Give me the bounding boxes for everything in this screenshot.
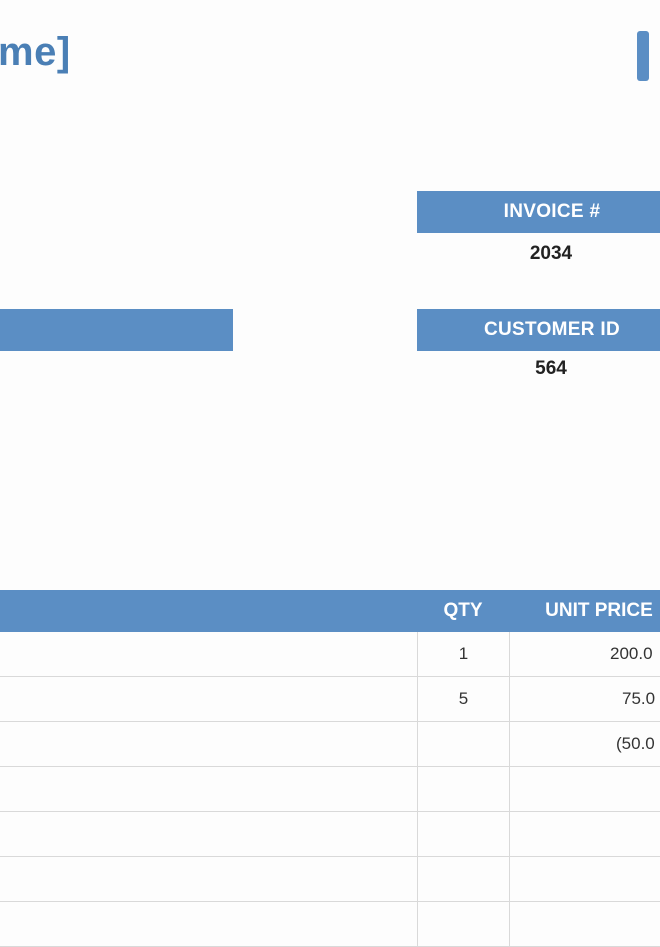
unit-price-cell[interactable] — [509, 812, 660, 856]
table-row — [0, 767, 660, 812]
qty-cell[interactable]: 5 — [417, 677, 509, 721]
unit-price-cell[interactable]: (50.0 — [509, 722, 660, 766]
qty-cell[interactable] — [417, 857, 509, 901]
unit-price-cell[interactable]: 75.0 — [509, 677, 660, 721]
description-cell[interactable] — [0, 857, 417, 901]
qty-cell[interactable] — [417, 722, 509, 766]
unit-price-cell[interactable] — [509, 767, 660, 811]
invoice-title-accent — [637, 31, 649, 81]
unit-price-value: 75.0 — [622, 689, 656, 708]
items-table: 1 200.0 5 75.0 (50.0 — [0, 632, 660, 947]
description-cell[interactable] — [0, 677, 417, 721]
description-cell[interactable] — [0, 632, 417, 676]
qty-cell[interactable] — [417, 767, 509, 811]
description-cell[interactable] — [0, 902, 417, 946]
table-row: 1 200.0 — [0, 632, 660, 677]
company-name: me] — [0, 30, 71, 74]
unit-price-value: (50.0 — [616, 734, 655, 753]
description-cell[interactable] — [0, 812, 417, 856]
unit-price-cell[interactable]: 200.0 — [509, 632, 660, 676]
qty-cell[interactable] — [417, 812, 509, 856]
items-table-header: QTY UNIT PRICE — [0, 590, 660, 632]
customer-id-value[interactable]: 564 — [535, 358, 567, 379]
invoice-number-header: INVOICE # — [417, 191, 660, 233]
description-cell[interactable] — [0, 767, 417, 811]
table-row — [0, 902, 660, 947]
table-row: (50.0 — [0, 722, 660, 767]
qty-cell[interactable] — [417, 902, 509, 946]
customer-id-header: CUSTOMER ID — [417, 309, 660, 351]
table-row — [0, 857, 660, 902]
description-cell[interactable] — [0, 722, 417, 766]
unit-price-value: 200.0 — [610, 644, 653, 663]
table-row: 5 75.0 — [0, 677, 660, 722]
invoice-number-value[interactable]: 2034 — [529, 243, 573, 264]
unit-price-cell[interactable] — [509, 902, 660, 946]
unit-price-column-header: UNIT PRICE — [545, 600, 653, 621]
bill-to-header — [0, 309, 233, 351]
qty-cell[interactable]: 1 — [417, 632, 509, 676]
table-row — [0, 812, 660, 857]
qty-column-header: QTY — [443, 600, 483, 621]
unit-price-cell[interactable] — [509, 857, 660, 901]
